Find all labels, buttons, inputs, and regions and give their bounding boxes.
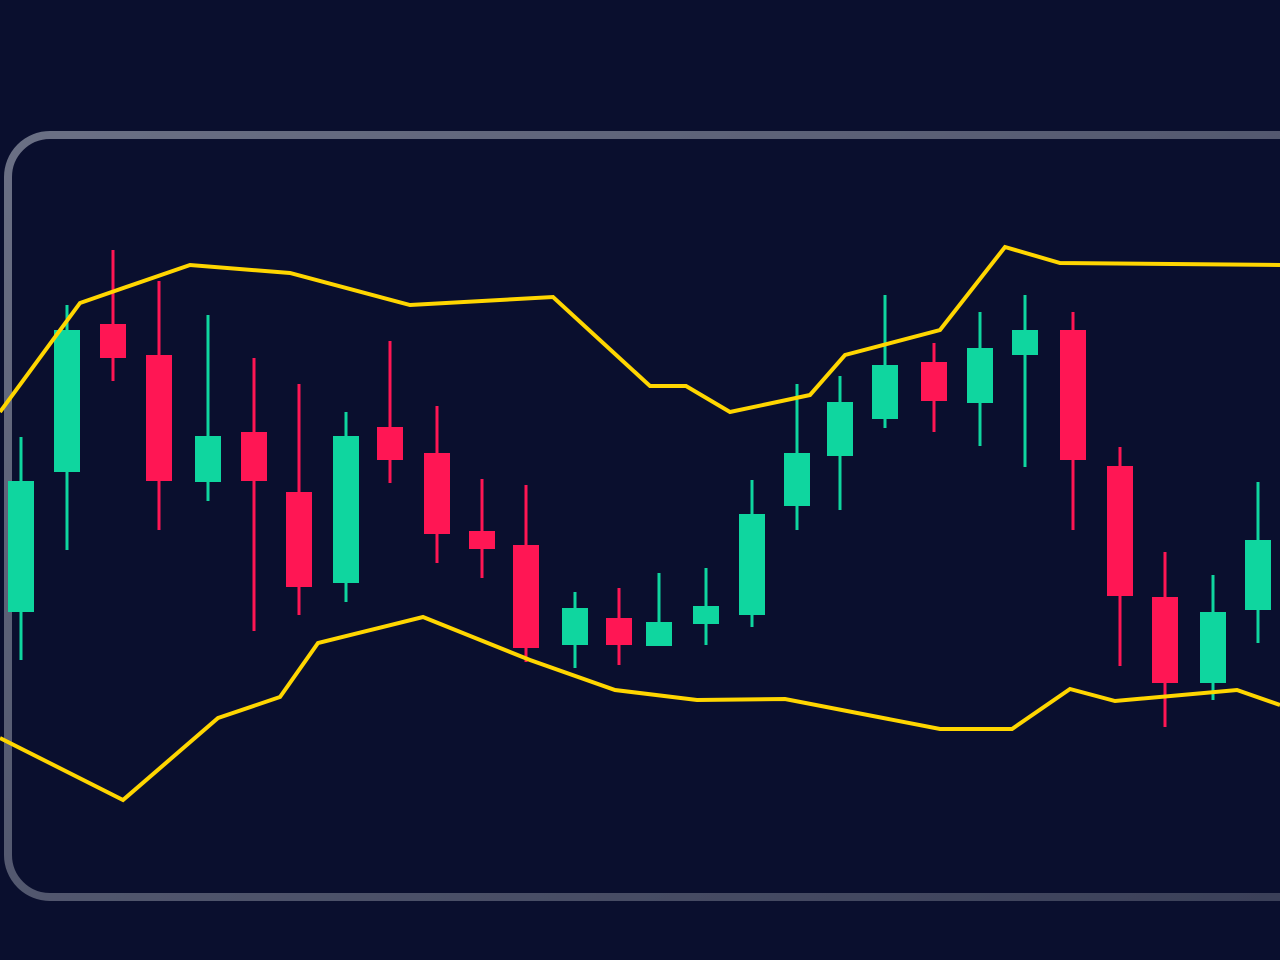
candle-body [469,531,495,549]
candle-body [286,492,312,587]
candle-body [241,432,267,481]
candle-body [606,618,632,645]
candle-body [195,436,221,482]
candle-body [8,481,34,612]
candle-body [513,545,539,648]
candle-body [54,330,80,472]
candle-body [1245,540,1271,610]
candle-body [1012,330,1038,355]
candle-body [562,608,588,645]
band-line [0,244,1280,415]
candle-body [377,427,403,460]
candle-body [827,402,853,456]
candle-body [646,622,672,646]
candle-body [1107,466,1133,596]
candle-body [424,453,450,534]
candle-body [739,514,765,615]
candle-body [1060,330,1086,460]
candle-body [967,348,993,403]
candle-body [333,436,359,583]
candle-body [1152,597,1178,683]
candle-body [1200,612,1226,683]
candle-body [100,324,126,358]
band-line [0,614,1280,803]
candle-body [146,355,172,481]
candle-body [693,606,719,624]
candle-body [784,453,810,506]
candle-body [872,365,898,419]
candle-body [921,362,947,401]
